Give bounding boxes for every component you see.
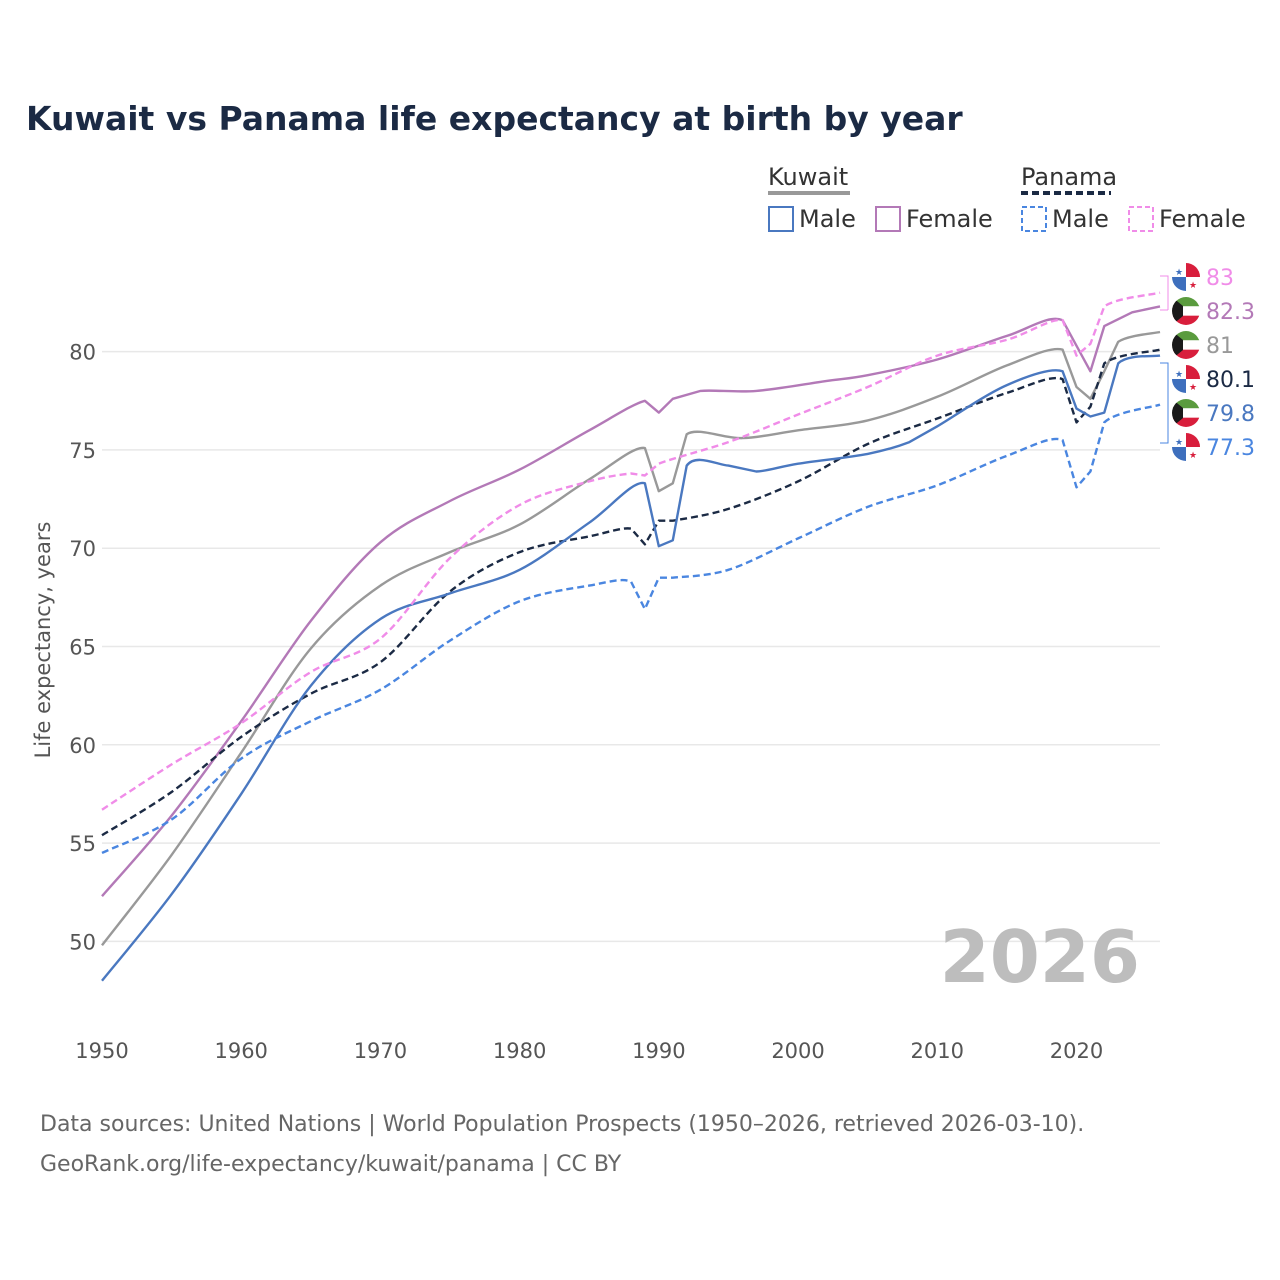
- legend-panama-female-label: Female: [1159, 205, 1246, 233]
- svg-text:★: ★: [1189, 450, 1197, 460]
- x-tick-2010: 2010: [911, 1039, 964, 1063]
- series-kuwait-both: [101, 330, 1161, 947]
- svg-text:★: ★: [1175, 437, 1183, 447]
- x-tick-1950: 1950: [75, 1039, 128, 1063]
- chart-title: Kuwait vs Panama life expectancy at birt…: [26, 99, 963, 138]
- x-tick-2020: 2020: [1050, 1039, 1103, 1063]
- grid-lines: [102, 350, 1160, 943]
- y-tick-55: 55: [69, 832, 96, 856]
- y-tick-75: 75: [69, 439, 96, 463]
- x-tick-1970: 1970: [354, 1039, 407, 1063]
- legend-kuwait-female-swatch: [875, 206, 901, 232]
- panama-flag-icon: ★★: [1172, 433, 1200, 461]
- kuwait-flag-icon: [1172, 399, 1200, 427]
- y-tick-60: 60: [69, 734, 96, 758]
- legend-kuwait-male-label: Male: [799, 205, 856, 233]
- svg-text:★: ★: [1175, 267, 1183, 277]
- panama-flag-icon: ★★: [1172, 365, 1200, 393]
- end-label-kuwait-female: 82.3: [1206, 300, 1255, 325]
- end-connector-panama-male: [1160, 362, 1169, 444]
- x-tick-2000: 2000: [771, 1039, 824, 1063]
- source-line-2: GeoRank.org/life-expectancy/kuwait/panam…: [40, 1152, 622, 1177]
- kuwait-flag-icon: [1172, 297, 1200, 325]
- series-kuwait-male: [101, 354, 1161, 982]
- legend-group-panama: Panama: [1021, 163, 1117, 191]
- kuwait-flag-icon: [1172, 331, 1200, 359]
- series-lines: [101, 291, 1161, 982]
- legend-panama-female-swatch: [1128, 206, 1154, 232]
- y-tick-65: 65: [69, 636, 96, 660]
- legend-group-kuwait: Kuwait: [768, 163, 848, 191]
- svg-text:★: ★: [1189, 382, 1197, 392]
- x-tick-1990: 1990: [632, 1039, 685, 1063]
- legend: Kuwait Male Female Panama Male Female: [768, 163, 1246, 233]
- end-connector-panama-female: [1160, 275, 1169, 311]
- source-line-1: Data sources: United Nations | World Pop…: [40, 1112, 1084, 1137]
- y-tick-80: 80: [69, 341, 96, 365]
- x-tick-1980: 1980: [493, 1039, 546, 1063]
- y-axis-label: Life expectancy, years: [31, 522, 55, 759]
- svg-text:★: ★: [1175, 369, 1183, 379]
- y-tick-50: 50: [69, 930, 96, 954]
- panama-flag-icon: ★★: [1172, 263, 1200, 291]
- legend-kuwait-female-label: Female: [906, 205, 993, 233]
- end-label-panama-both: 80.1: [1206, 368, 1255, 393]
- legend-panama-male-label: Male: [1052, 205, 1109, 233]
- end-label-kuwait-both: 81: [1206, 334, 1234, 359]
- series-kuwait-female: [101, 305, 1161, 897]
- series-panama-female: [101, 291, 1161, 811]
- year-watermark: 2026: [940, 915, 1140, 999]
- y-tick-70: 70: [69, 537, 96, 561]
- legend-kuwait-male-swatch: [768, 206, 794, 232]
- svg-text:★: ★: [1189, 280, 1197, 290]
- legend-panama-male-swatch: [1021, 206, 1047, 232]
- x-tick-1960: 1960: [214, 1039, 267, 1063]
- series-panama-male: [101, 403, 1161, 854]
- end-label-panama-female: 83: [1206, 266, 1234, 291]
- x-tick-labels: 1950 1960 1970 1980 1990 2000 2010 2020: [75, 1039, 1103, 1063]
- end-label-kuwait-male: 79.8: [1206, 402, 1255, 427]
- y-tick-labels: 50 55 60 65 70 75 80: [69, 341, 96, 955]
- end-label-panama-male: 77.3: [1206, 436, 1255, 461]
